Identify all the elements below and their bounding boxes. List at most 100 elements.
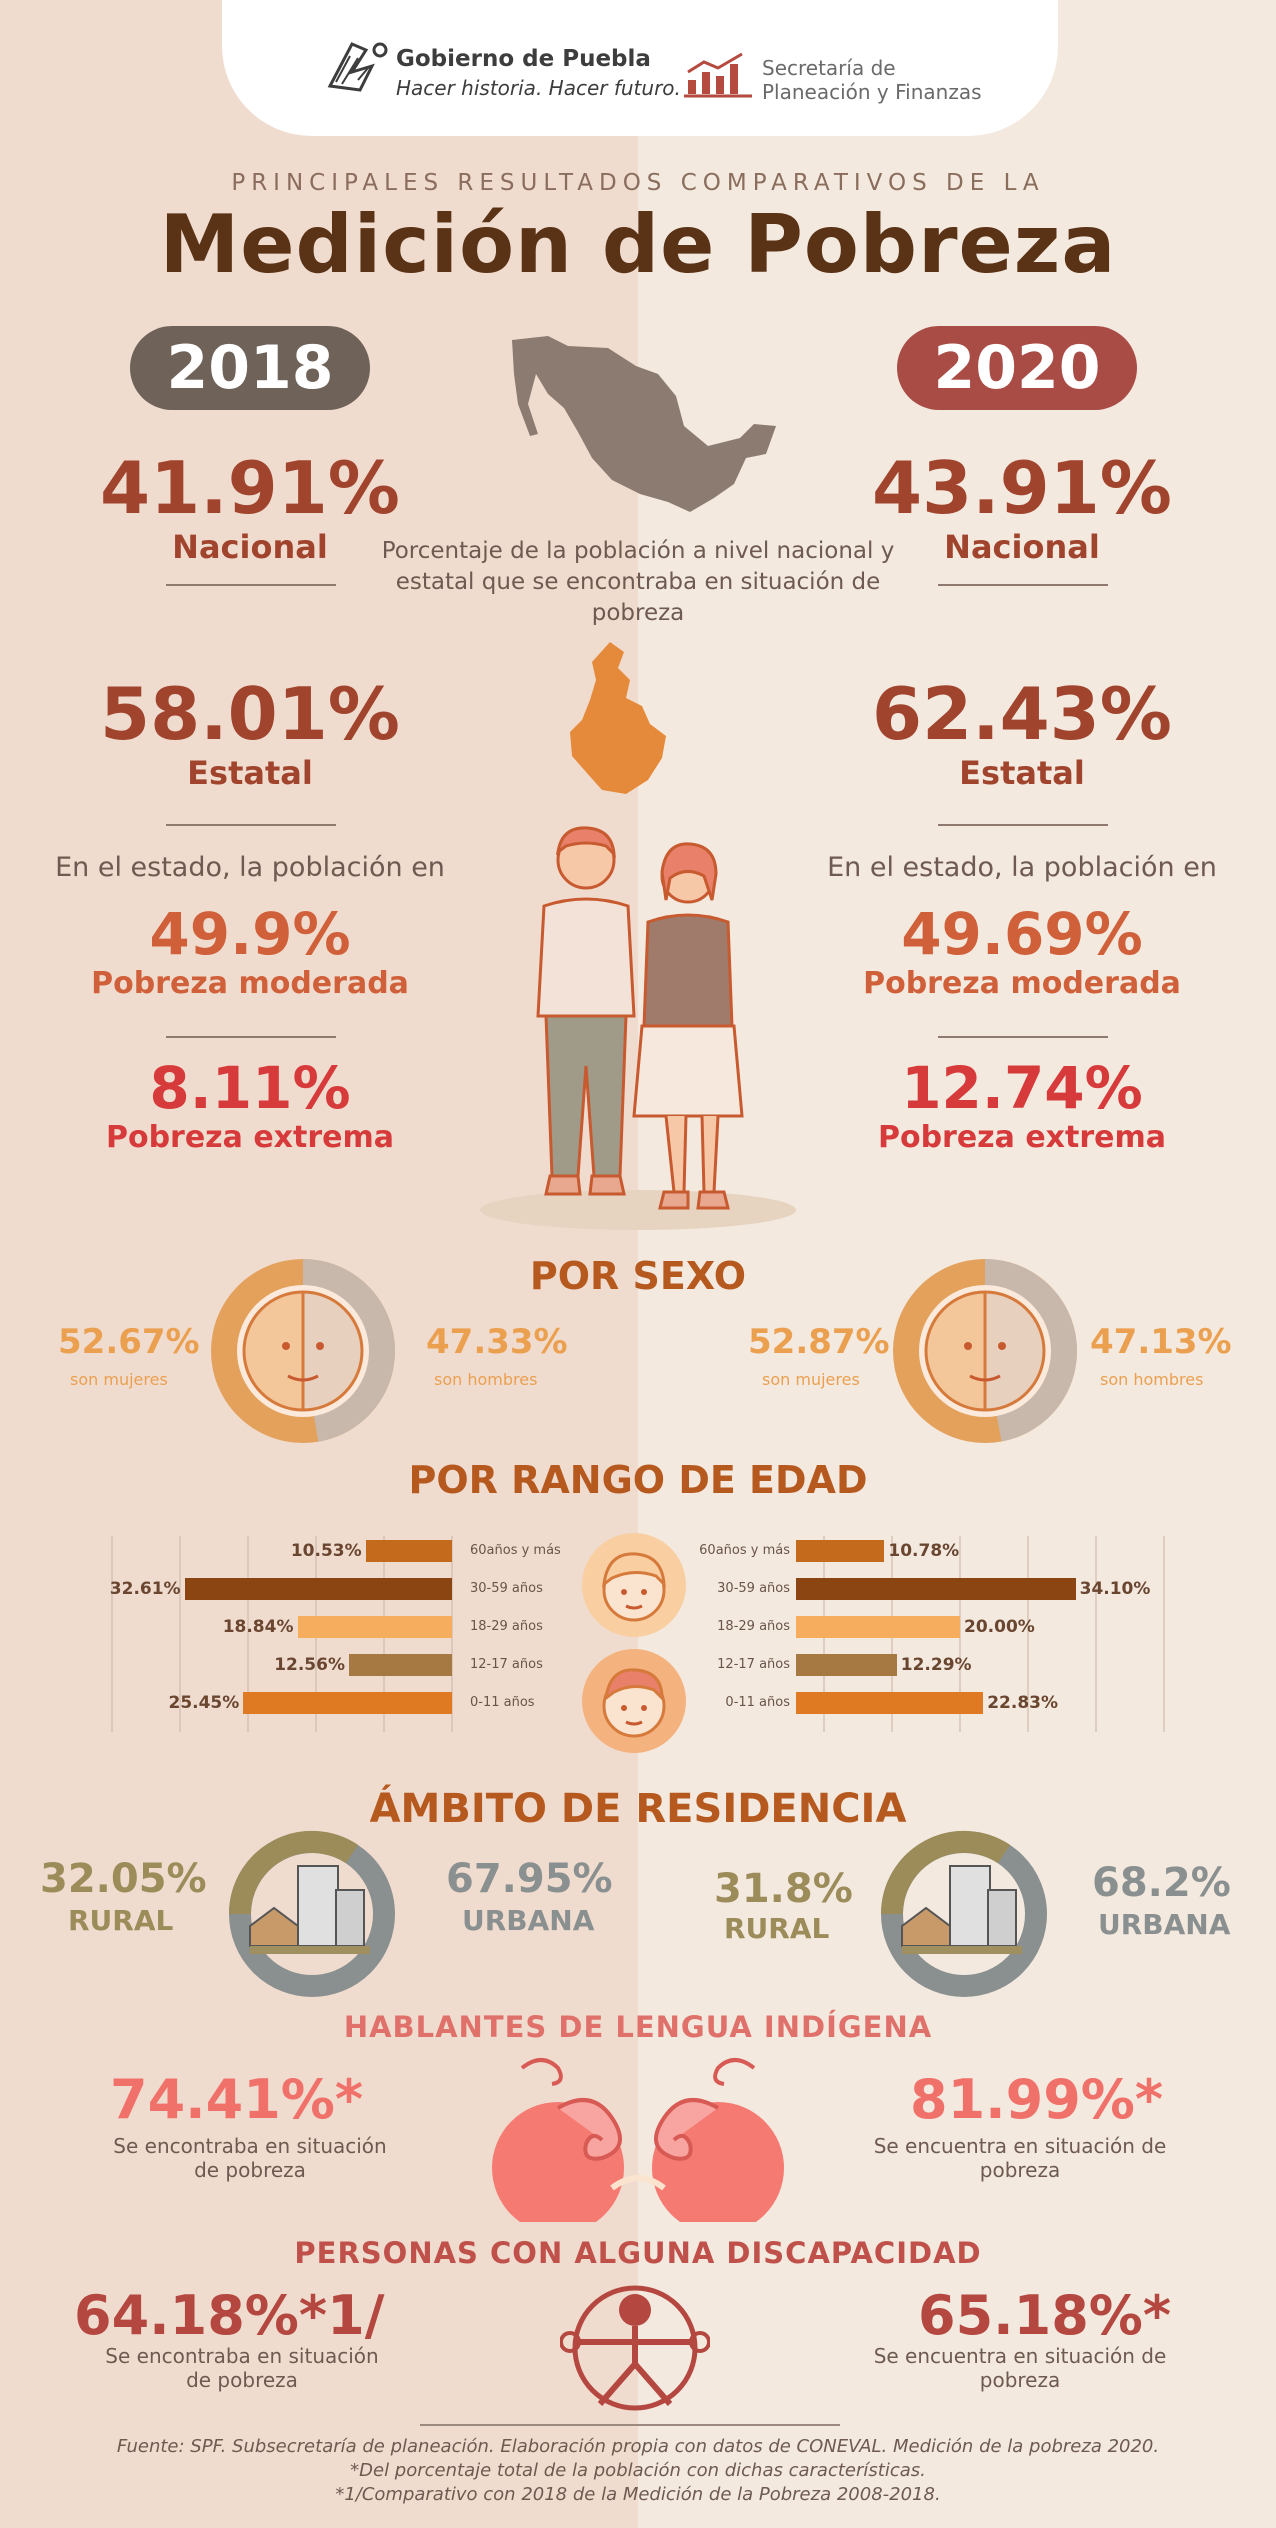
sexo-2018-men-label: son hombres <box>434 1370 538 1389</box>
age-label-2020: 12-17 años <box>717 1657 790 1672</box>
sexo-2020-women-pct: 52.87% <box>748 1322 890 1362</box>
speech-scrolls-icon <box>492 2058 784 2222</box>
moderada-2020-pct: 49.69% <box>901 900 1143 968</box>
residencia-2018-donut <box>228 1830 395 1997</box>
puebla-map-icon <box>570 642 666 794</box>
sexo-2020-men-pct: 47.13% <box>1090 1322 1232 1362</box>
residencia-2020-rural-label: RURAL <box>724 1912 830 1945</box>
sexo-2020-men-label: son hombres <box>1100 1370 1204 1389</box>
age-value-2020: 12.29% <box>900 1655 972 1675</box>
age-label-2020: 30-59 años <box>717 1581 790 1596</box>
extrema-2020-label: Pobreza extrema <box>877 1120 1167 1155</box>
divider <box>938 1036 1108 1038</box>
nacional-2018-label: Nacional <box>172 528 328 566</box>
nacional-2018-pct: 41.91% <box>100 446 400 530</box>
age-bar-2020 <box>796 1578 1076 1600</box>
age-bar-2018 <box>243 1692 452 1714</box>
year-badge-2018: 2018 <box>130 326 370 410</box>
moderada-2020-label: Pobreza moderada <box>863 966 1181 1001</box>
estado-intro-2018: En el estado, la población en <box>55 852 445 883</box>
nacional-2020-pct: 43.91% <box>872 446 1172 530</box>
couple-illustration-icon <box>480 826 796 1230</box>
indigena-2020-text: Se encuentra en situación de pobreza <box>873 2134 1167 2182</box>
age-bar-2020 <box>796 1654 897 1676</box>
age-bar-2020 <box>796 1692 984 1714</box>
residencia-2018-urbana-label: URBANA <box>462 1904 595 1937</box>
age-label-2020: 18-29 años <box>717 1619 790 1634</box>
discapacidad-2018-pct: 64.18%*1/ <box>74 2284 385 2347</box>
divider <box>166 1036 336 1038</box>
age-label-2018: 30-59 años <box>470 1581 543 1596</box>
divider <box>938 824 1108 826</box>
mexico-map-icon <box>512 336 776 512</box>
extrema-2020-pct: 12.74% <box>901 1054 1143 1122</box>
sexo-2020-donut <box>893 1259 1078 1443</box>
age-bar-2018 <box>184 1578 452 1600</box>
gov-name: Gobierno de Puebla <box>396 46 651 72</box>
sexo-heading: POR SEXO <box>529 1254 747 1298</box>
age-label-2018: 0-11 años <box>470 1695 535 1710</box>
estado-intro-2020: En el estado, la población en <box>827 852 1217 883</box>
age-label-2018: 18-29 años <box>470 1619 543 1634</box>
age-value-2018: 10.53% <box>290 1541 362 1561</box>
spf-name-line1: Secretaría de <box>762 56 896 80</box>
age-value-2020: 34.10% <box>1079 1579 1151 1599</box>
age-value-2020: 22.83% <box>987 1693 1059 1713</box>
age-value-2020: 10.78% <box>888 1541 960 1561</box>
spf-name-line2: Planeación y Finanzas <box>762 80 982 104</box>
age-label-2018: 12-17 años <box>470 1657 543 1672</box>
edad-heading: POR RANGO DE EDAD <box>408 1458 868 1502</box>
divider <box>166 824 336 826</box>
center-description: Porcentaje de la población a nivel nacio… <box>381 538 895 626</box>
moderada-2018-label: Pobreza moderada <box>91 966 409 1001</box>
page-subtitle: PRINCIPALES RESULTADOS COMPARATIVOS DE L… <box>231 170 1045 196</box>
footer-source: Fuente: SPF. Subsecretaría de planeación… <box>116 2436 1160 2457</box>
nacional-2020-label: Nacional <box>944 528 1100 566</box>
residencia-2018-urbana-pct: 67.95% <box>446 1856 613 1902</box>
indigena-heading: HABLANTES DE LENGUA INDÍGENA <box>343 2010 933 2044</box>
sexo-2018-women-label: son mujeres <box>70 1370 168 1389</box>
estatal-2018-pct: 58.01% <box>100 672 400 756</box>
age-label-2020: 60años y más <box>699 1543 790 1558</box>
residencia-2020-rural-pct: 31.8% <box>714 1866 853 1912</box>
age-bar-2020 <box>796 1540 885 1562</box>
puebla-logo-icon <box>327 42 388 92</box>
estatal-2020-label: Estatal <box>959 754 1085 792</box>
estatal-2020-pct: 62.43% <box>872 672 1172 756</box>
footer-note-1: *Del porcentaje total de la población co… <box>350 2460 926 2481</box>
discapacidad-2018-text: Se encontraba en situación de pobreza <box>105 2344 379 2392</box>
sexo-2020-women-label: son mujeres <box>762 1370 860 1389</box>
indigena-2020-pct: 81.99%* <box>910 2068 1164 2131</box>
gov-slogan: Hacer historia. Hacer futuro. <box>396 76 681 100</box>
discapacidad-2020-text: Se encuentra en situación de pobreza <box>873 2344 1167 2392</box>
residencia-2020-urbana-pct: 68.2% <box>1092 1860 1231 1906</box>
discapacidad-heading: PERSONAS CON ALGUNA DISCAPACIDAD <box>294 2236 982 2270</box>
indigena-2018-text: Se encontraba en situación de pobreza <box>113 2134 387 2182</box>
indigena-2018-pct: 74.41%* <box>110 2068 364 2131</box>
divider <box>938 584 1108 586</box>
residencia-2018-rural-label: RURAL <box>68 1904 174 1937</box>
age-value-2018: 32.61% <box>109 1579 181 1599</box>
sexo-2018-men-pct: 47.33% <box>426 1322 568 1362</box>
young-face-icon <box>582 1533 686 1637</box>
finance-chart-icon <box>684 52 752 98</box>
footer-note-2: *1/Comparativo con 2018 de la Medición d… <box>335 2484 941 2505</box>
extrema-2018-label: Pobreza extrema <box>105 1120 395 1155</box>
divider <box>166 584 336 586</box>
age-value-2018: 25.45% <box>168 1693 240 1713</box>
age-value-2020: 20.00% <box>964 1617 1035 1637</box>
age-value-2018: 18.84% <box>222 1617 294 1637</box>
age-bar-2020 <box>796 1616 960 1638</box>
discapacidad-2020-pct: 65.18%* <box>918 2284 1172 2347</box>
sexo-2018-women-pct: 52.67% <box>58 1322 200 1362</box>
age-bar-2018 <box>297 1616 452 1638</box>
residencia-2020-urbana-label: URBANA <box>1098 1908 1231 1941</box>
page-title: Medición de Pobreza <box>159 198 1117 291</box>
residencia-heading: ÁMBITO DE RESIDENCIA <box>369 1786 907 1832</box>
residencia-2020-donut <box>880 1830 1047 1997</box>
age-label-2018: 60años y más <box>470 1543 561 1558</box>
age-bar-2018 <box>365 1540 452 1562</box>
residencia-2018-rural-pct: 32.05% <box>40 1856 207 1902</box>
moderada-2018-pct: 49.9% <box>149 900 351 968</box>
year-badge-2020: 2020 <box>897 326 1137 410</box>
